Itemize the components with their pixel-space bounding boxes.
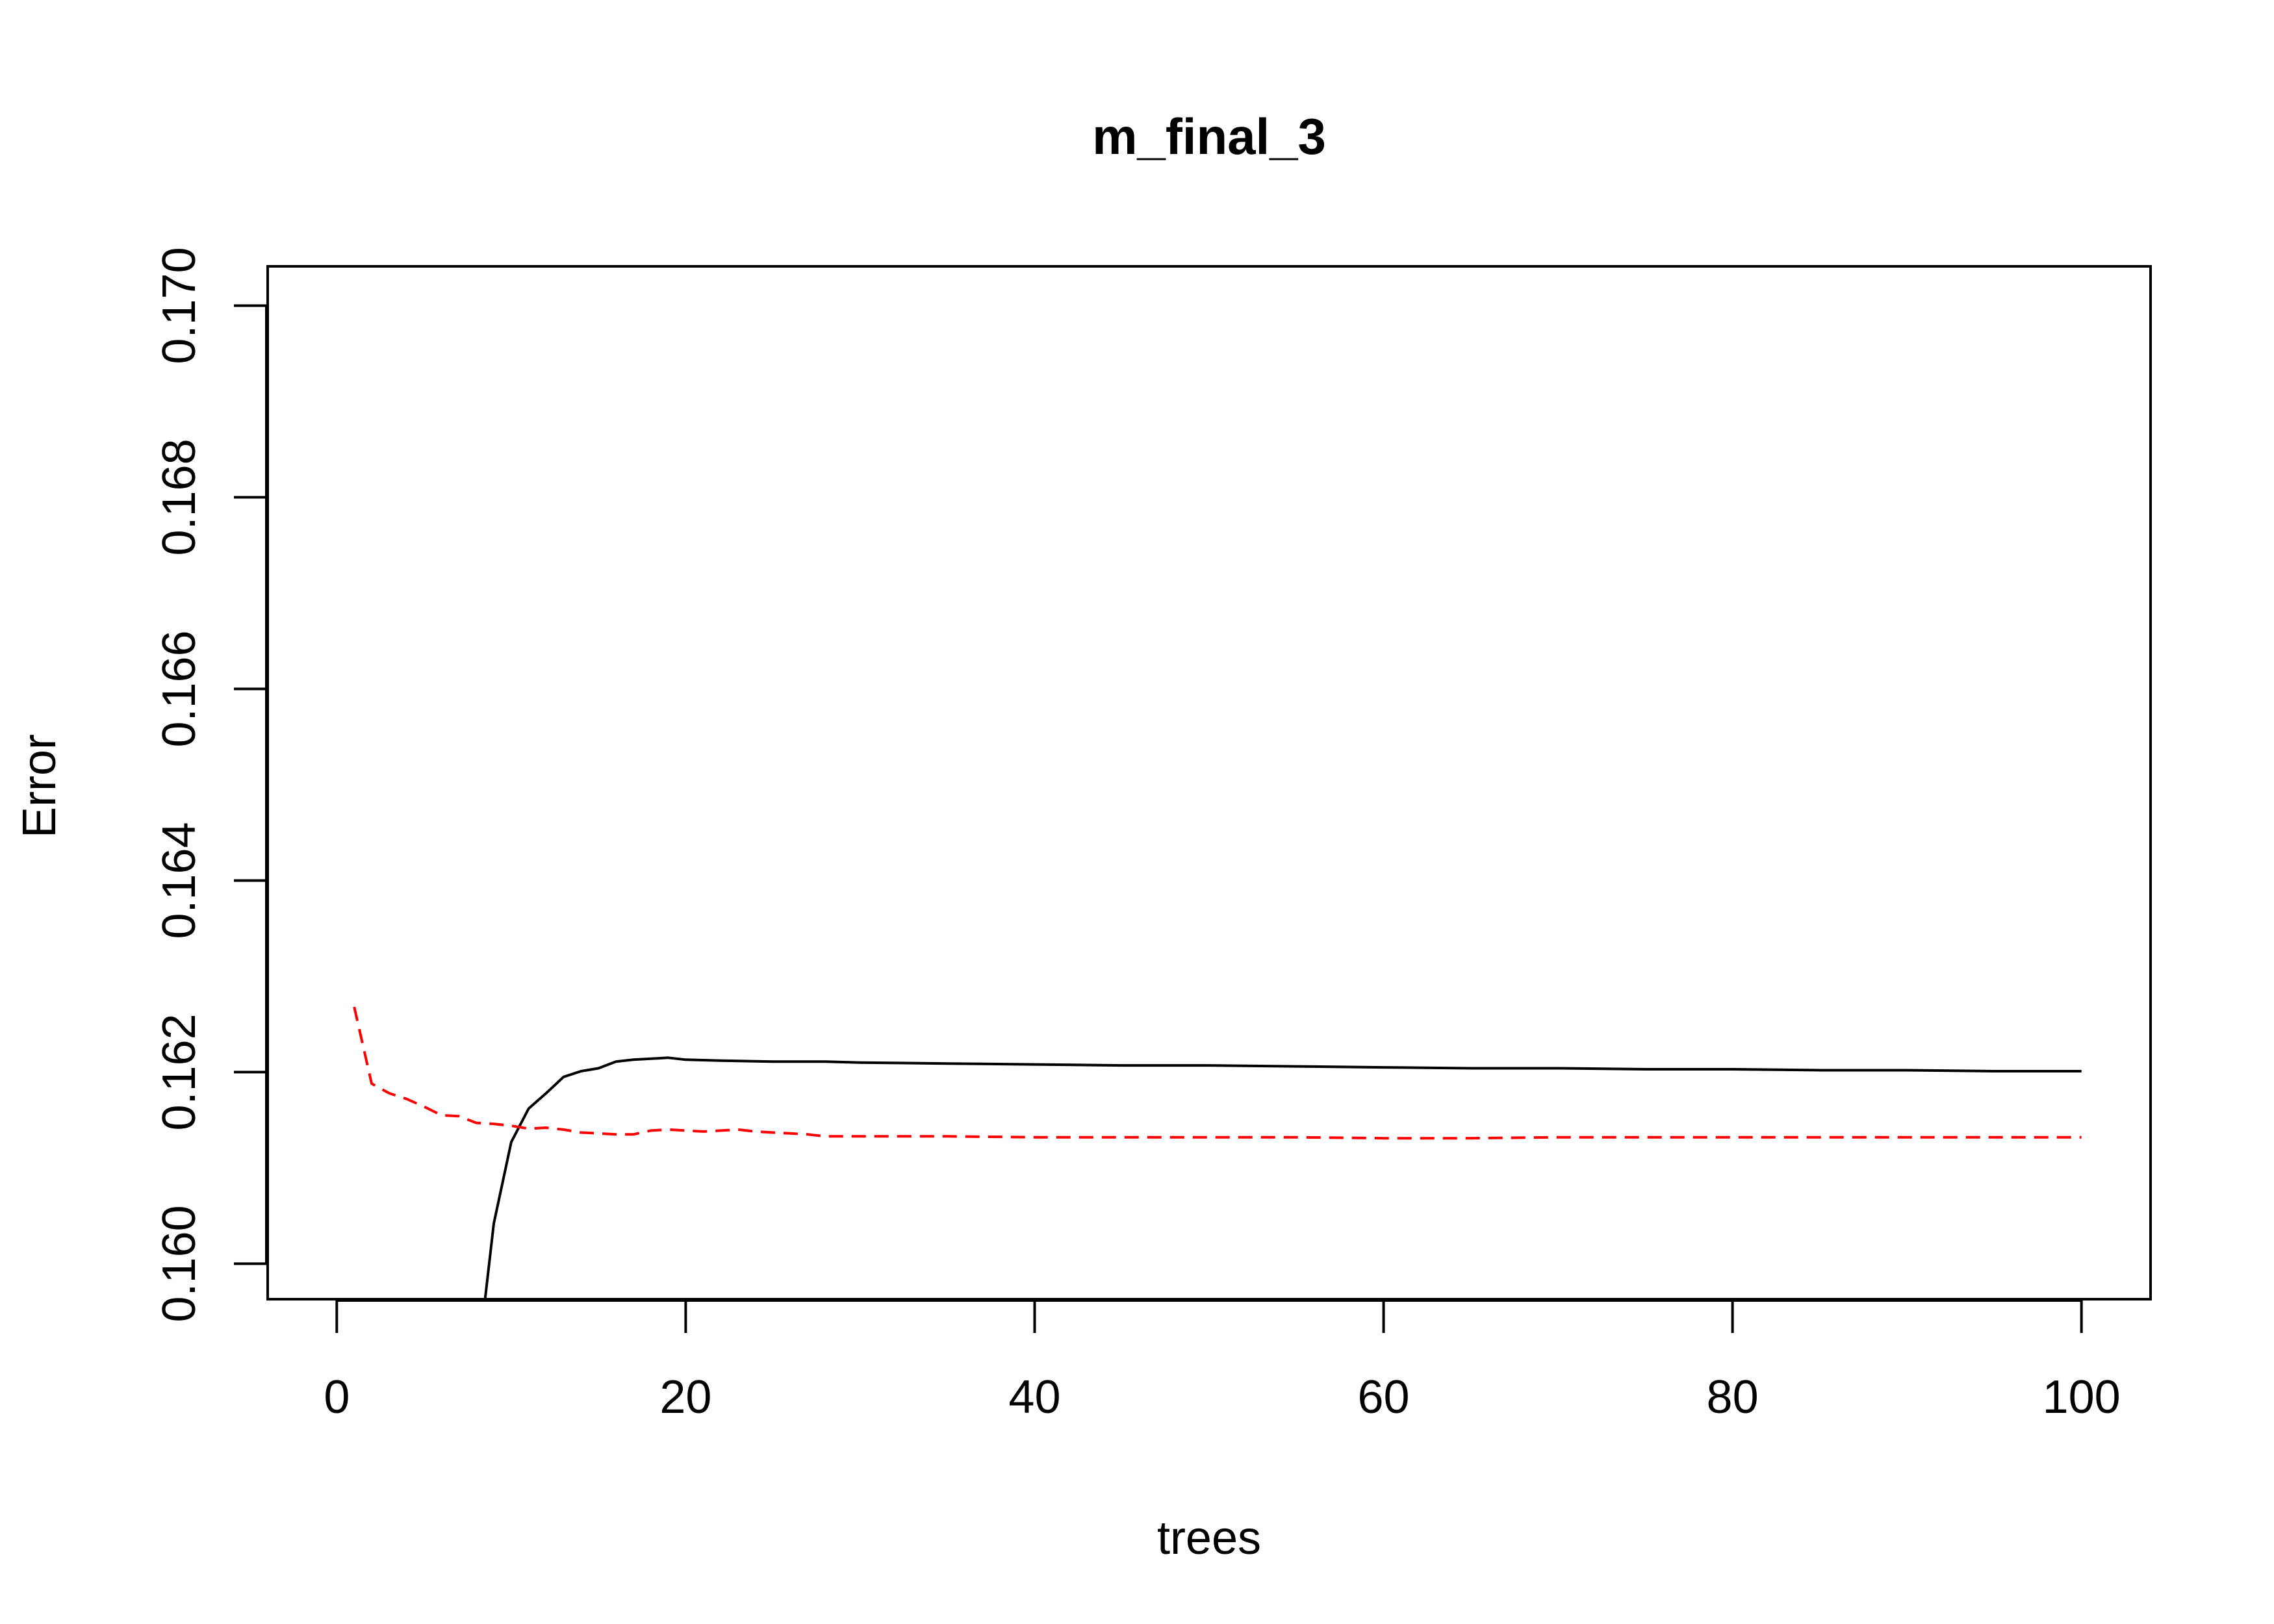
x-axis: 0 20 40 60 80 100: [324, 1299, 2121, 1423]
series-layer: [353, 1006, 2082, 1299]
y-tick-label: 0.162: [153, 1013, 205, 1130]
y-tick-label: 0.160: [153, 1205, 205, 1322]
y-tick-label: 0.170: [153, 247, 205, 364]
x-tick-label: 40: [1008, 1371, 1060, 1423]
y-tick-label: 0.166: [153, 630, 205, 747]
x-tick-label: 0: [324, 1371, 350, 1423]
chart-title: m_final_3: [1092, 108, 1326, 165]
series-line-2: [353, 1006, 2082, 1140]
x-tick-label: 20: [659, 1371, 711, 1423]
x-tick-label: 80: [1707, 1371, 1759, 1423]
y-tick-label: 0.168: [153, 438, 205, 555]
y-tick-label: 0.164: [153, 822, 205, 939]
y-axis: 0.160 0.162 0.164 0.166 0.168 0.170: [153, 247, 268, 1323]
x-tick-label: 60: [1357, 1371, 1409, 1423]
x-axis-label: trees: [1157, 1512, 1261, 1564]
x-tick-label: 100: [2043, 1371, 2121, 1423]
y-axis-label: Error: [14, 734, 66, 838]
series-line-1: [483, 1056, 2082, 1299]
